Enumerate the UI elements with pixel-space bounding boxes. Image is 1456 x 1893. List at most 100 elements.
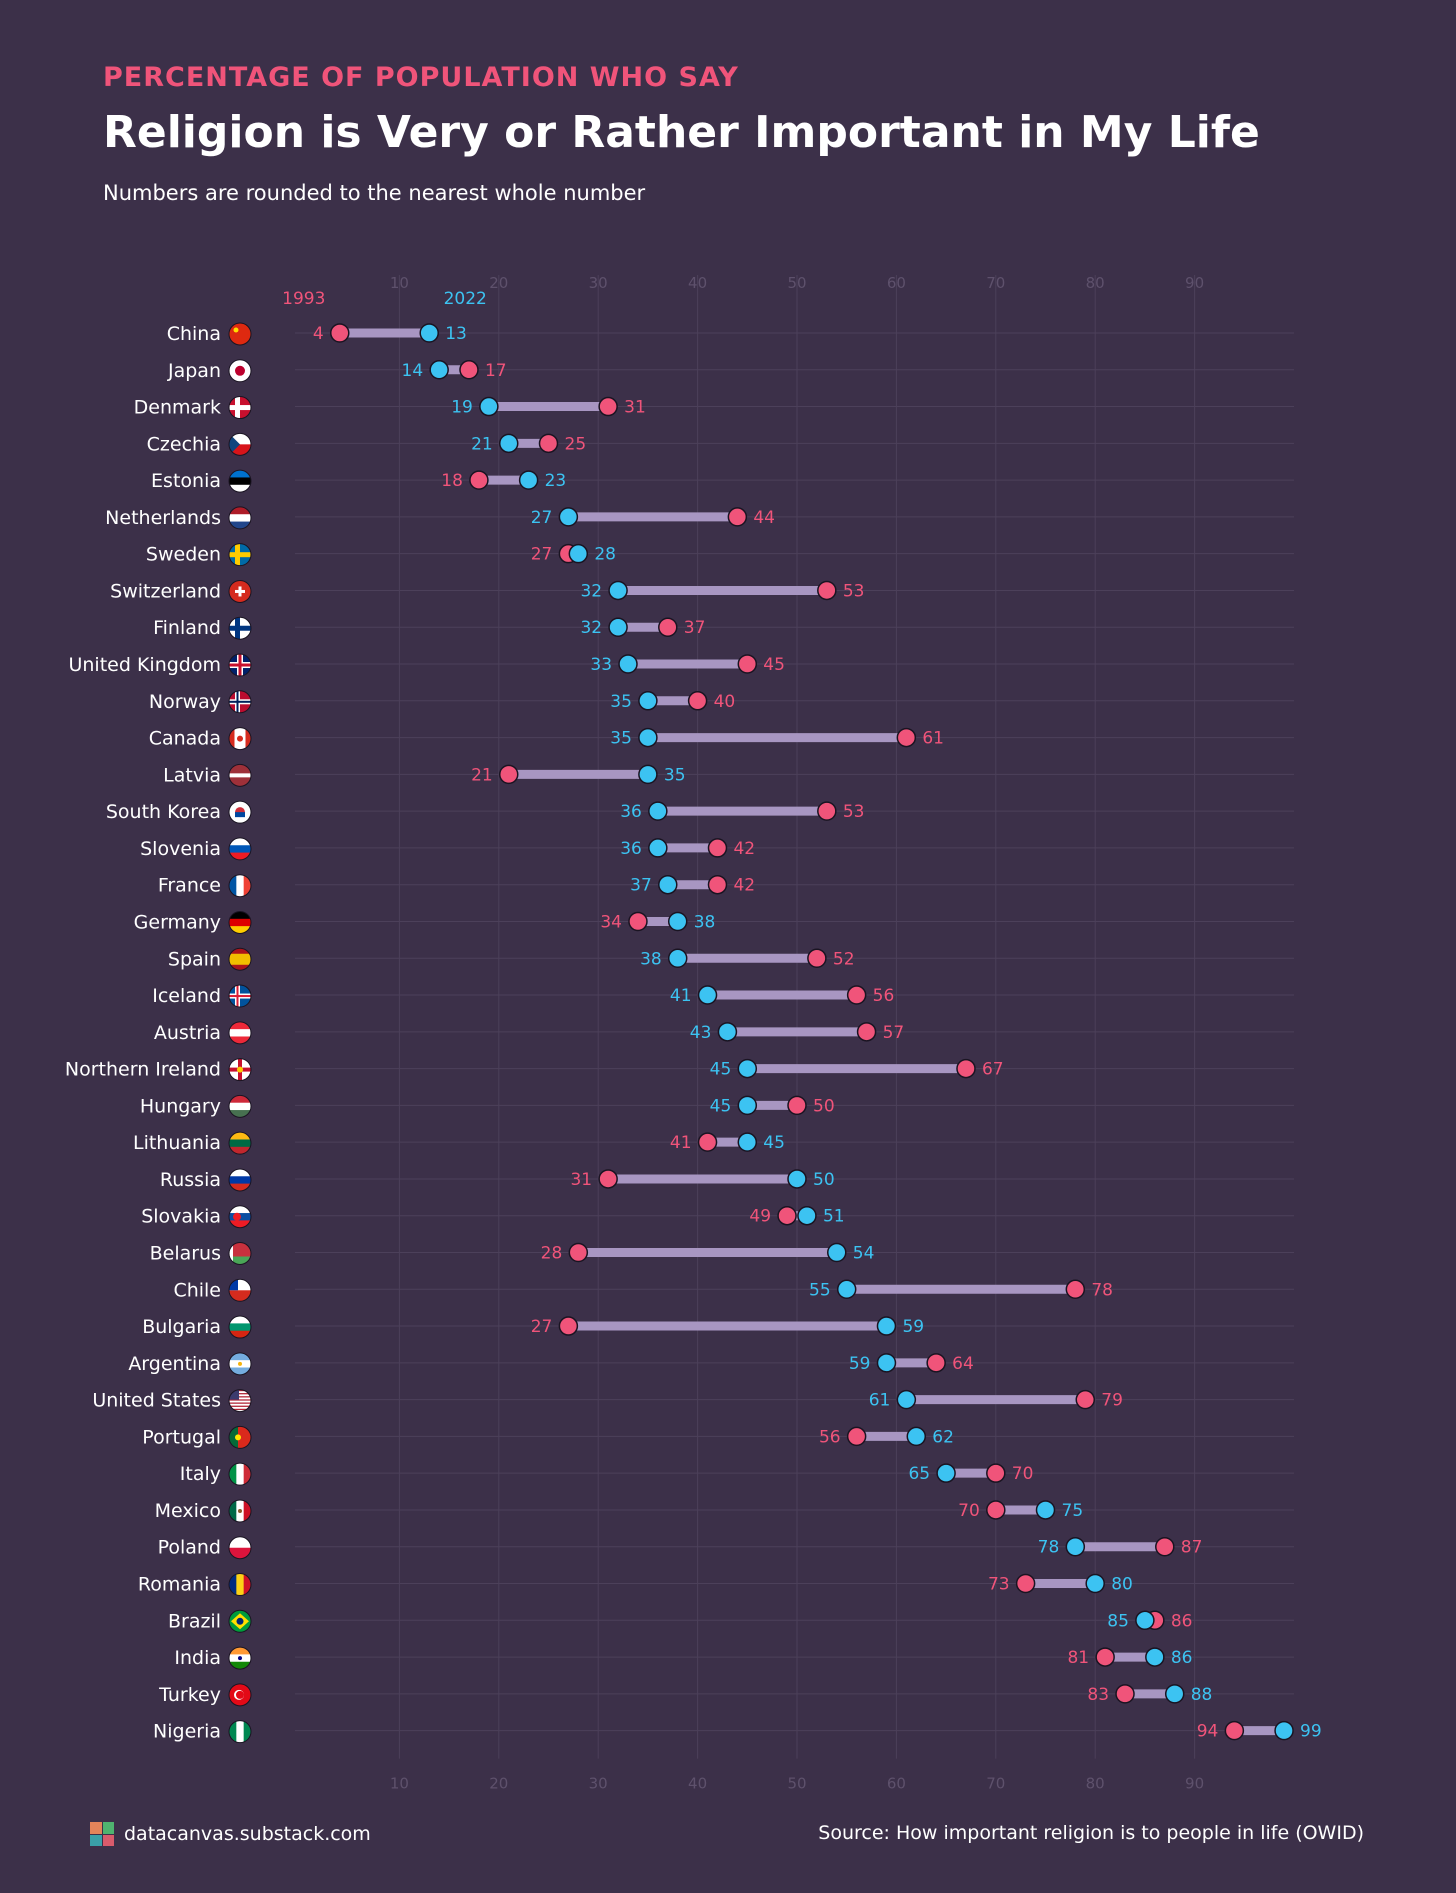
country-label: United Kingdom: [68, 654, 221, 676]
x-tick-label-bottom: 40: [688, 1775, 707, 1793]
japan-flag-icon: [228, 359, 252, 383]
country-label: Germany: [134, 911, 221, 933]
country-label: United States: [92, 1390, 221, 1412]
country-label: Argentina: [128, 1353, 221, 1375]
dot-1993: [1115, 1684, 1135, 1704]
x-tick-label-bottom: 20: [489, 1775, 508, 1793]
northern-ireland-flag-icon: [228, 1058, 252, 1082]
country-label: Slovenia: [140, 838, 221, 860]
country-label: Japan: [167, 360, 221, 382]
dumbbell-chart: 10 10 20 20 30 30 40 40 50 50 60 60 70 70 80 80 90 90 1993…: [65, 274, 1322, 1793]
switzerland-flag-icon: [228, 579, 252, 603]
dot-1993: [846, 985, 867, 1005]
slovakia-flag-icon: [228, 1205, 252, 1229]
dot-2022: [658, 874, 678, 895]
country-label: Latvia: [163, 764, 221, 786]
country-label: Italy: [180, 1463, 221, 1485]
dot-1993: [817, 580, 837, 601]
value-label-2022: 86: [1171, 1648, 1193, 1668]
chart-kicker: PERCENTAGE OF POPULATION WHO SAY: [103, 62, 739, 93]
dot-2022: [638, 764, 658, 785]
country-label: Slovakia: [141, 1206, 221, 1228]
dot-2022: [608, 617, 628, 637]
value-label-1993: 67: [982, 1060, 1004, 1080]
value-label-1993: 70: [958, 1501, 980, 1521]
value-label-1993: 56: [819, 1427, 841, 1447]
dot-2022: [419, 323, 439, 343]
value-label-1993: 40: [714, 692, 736, 712]
value-label-2022: 88: [1191, 1685, 1213, 1705]
country-label: Belarus: [150, 1243, 221, 1265]
dot-2022: [1274, 1720, 1294, 1741]
value-label-1993: 64: [952, 1354, 974, 1374]
value-label-1993: 44: [753, 508, 775, 528]
finland-flag-icon: [228, 616, 252, 640]
dot-2022: [896, 1389, 917, 1410]
brand-link[interactable]: datacanvas.substack.com: [124, 1823, 371, 1845]
value-label-1993: 94: [1197, 1722, 1219, 1742]
value-label-2022: 35: [610, 729, 632, 749]
denmark-flag-icon: [228, 396, 252, 420]
value-label-1993: 52: [833, 949, 855, 969]
dot-1993: [628, 911, 648, 932]
value-label-1993: 50: [813, 1096, 835, 1116]
x-tick-label-bottom: 90: [1185, 1775, 1204, 1793]
dot-1993: [856, 1022, 877, 1042]
dot-2022: [936, 1463, 956, 1483]
dot-1993: [707, 838, 728, 858]
dot-1993: [658, 617, 678, 637]
x-tick-label-top: 30: [589, 274, 608, 292]
argentina-flag-icon: [228, 1352, 252, 1376]
czechia-flag-icon: [228, 432, 252, 456]
belarus-flag-icon: [228, 1242, 252, 1265]
value-label-2022: 43: [690, 1023, 712, 1043]
dot-1993: [1224, 1720, 1245, 1741]
dot-1993: [737, 654, 758, 674]
country-label: India: [174, 1647, 221, 1669]
value-label-2022: 36: [620, 839, 642, 859]
bulgaria-flag-icon: [228, 1315, 252, 1339]
dot-1993: [469, 470, 489, 490]
country-label: Mexico: [155, 1500, 221, 1522]
country-label: Canada: [149, 728, 221, 750]
chile-flag-icon: [228, 1278, 252, 1302]
country-label: China: [167, 323, 221, 345]
dot-2022: [498, 433, 519, 454]
romania-flag-icon: [228, 1573, 252, 1597]
united-states-flag-icon: [228, 1389, 252, 1413]
x-tick-label-top: 80: [1086, 274, 1105, 292]
dot-2022: [827, 1242, 847, 1263]
value-label-1993: 28: [541, 1244, 563, 1264]
x-tick-label-bottom: 10: [390, 1775, 409, 1793]
value-label-2022: 35: [664, 765, 686, 785]
poland-flag-icon: [228, 1536, 252, 1560]
country-label: Portugal: [142, 1426, 221, 1448]
estonia-flag-icon: [228, 469, 252, 493]
dot-2022: [1035, 1500, 1056, 1520]
dot-2022: [1065, 1536, 1086, 1557]
united-kingdom-flag-icon: [228, 653, 252, 677]
dot-2022: [906, 1426, 927, 1447]
country-label: Turkey: [158, 1684, 221, 1706]
value-label-1993: 86: [1171, 1611, 1193, 1631]
country-label: Russia: [160, 1169, 221, 1191]
value-label-1993: 34: [600, 912, 622, 932]
dot-1993: [330, 323, 350, 343]
dot-1993: [598, 396, 618, 417]
lithuania-flag-icon: [228, 1131, 252, 1155]
country-label: Austria: [154, 1022, 221, 1044]
dot-2022: [618, 654, 638, 674]
value-label-1993: 25: [565, 434, 587, 454]
hungary-flag-icon: [228, 1094, 252, 1118]
value-label-1993: 4: [313, 324, 324, 344]
dot-2022: [717, 1022, 738, 1042]
value-label-2022: 61: [869, 1391, 891, 1411]
chart-title: Religion is Very or Rather Important in …: [103, 107, 1260, 158]
x-tick-label-top: 10: [390, 274, 409, 292]
chart-subtitle: Numbers are rounded to the nearest whole…: [103, 181, 646, 205]
value-label-1993: 53: [843, 581, 865, 601]
value-label-2022: 50: [813, 1170, 835, 1190]
country-label: Brazil: [168, 1610, 221, 1632]
value-label-2022: 45: [710, 1096, 732, 1116]
dot-2022: [1085, 1573, 1105, 1594]
